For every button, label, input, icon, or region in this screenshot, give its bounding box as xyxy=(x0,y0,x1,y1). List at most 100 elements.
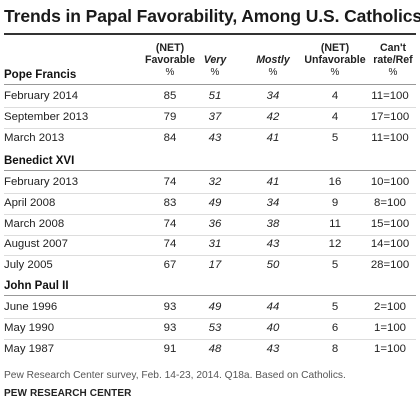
table-row: June 1996 93 49 44 5 2=100 xyxy=(4,301,416,317)
row-date: September 2013 xyxy=(4,111,89,123)
cell-unfavorable: 5 xyxy=(331,132,339,144)
cell-very: 48 xyxy=(208,343,222,355)
survey-note: Pew Research Center survey, Feb. 14-23, … xyxy=(4,370,346,381)
table-row: September 2013 79 37 42 4 17=100 xyxy=(4,111,416,127)
table-row: July 2005 67 17 50 5 28=100 xyxy=(4,259,416,275)
table-title: Trends in Papal Favorability, Among U.S.… xyxy=(4,6,420,26)
table-row: March 2013 84 43 41 5 11=100 xyxy=(4,132,416,148)
cell-cant-rate: 28=100 xyxy=(370,259,410,271)
row-divider xyxy=(4,128,416,129)
cell-very: 17 xyxy=(208,259,222,271)
cell-unfavorable: 5 xyxy=(331,259,339,271)
table-row: February 2013 74 32 41 16 10=100 xyxy=(4,176,416,192)
cell-mostly: 40 xyxy=(266,322,280,334)
cell-very: 49 xyxy=(208,301,222,313)
row-divider xyxy=(4,193,416,194)
cell-mostly: 43 xyxy=(266,238,280,250)
cell-cant-rate: 14=100 xyxy=(370,238,410,250)
header-favorable: (NET) Favorable % xyxy=(140,42,200,79)
cell-favorable: 67 xyxy=(163,259,177,271)
cell-cant-rate: 17=100 xyxy=(370,111,410,123)
header-unfavorable-line1: (NET) xyxy=(320,42,350,54)
group-title: Benedict XVI xyxy=(4,155,75,167)
source-credit: PEW RESEARCH CENTER xyxy=(4,388,132,399)
cell-unfavorable: 11 xyxy=(329,218,341,230)
header-unfavorable-line2: Unfavorable xyxy=(304,54,366,66)
cell-very: 36 xyxy=(208,218,222,230)
group-rule xyxy=(4,295,416,296)
cell-favorable: 91 xyxy=(163,343,177,355)
table-row: April 2008 83 49 34 9 8=100 xyxy=(4,197,416,213)
table-row: August 2007 74 31 43 12 14=100 xyxy=(4,238,416,254)
cell-very: 31 xyxy=(208,238,222,250)
cell-very: 53 xyxy=(208,322,222,334)
cell-unfavorable: 9 xyxy=(331,197,339,209)
cell-favorable: 74 xyxy=(163,218,177,230)
header-very: Very % xyxy=(200,42,230,79)
row-date: April 2008 xyxy=(4,197,56,209)
cell-favorable: 83 xyxy=(163,197,177,209)
cell-mostly: 41 xyxy=(266,176,280,188)
row-date: June 1996 xyxy=(4,301,58,313)
row-divider xyxy=(4,107,416,108)
cell-favorable: 85 xyxy=(163,90,177,102)
cell-mostly: 41 xyxy=(266,132,280,144)
header-very-pct: % xyxy=(210,67,220,78)
cell-very: 49 xyxy=(208,197,222,209)
row-divider xyxy=(4,214,416,215)
row-date: May 1990 xyxy=(4,322,55,334)
table-row: February 2014 85 51 34 4 11=100 xyxy=(4,90,416,106)
row-date: August 2007 xyxy=(4,238,68,250)
table-row: March 2008 74 36 38 11 15=100 xyxy=(4,218,416,234)
cell-cant-rate: 1=100 xyxy=(374,322,406,334)
cell-unfavorable: 8 xyxy=(331,343,339,355)
cell-mostly: 34 xyxy=(266,90,280,102)
cell-cant-rate: 11=100 xyxy=(371,132,409,144)
cell-unfavorable: 16 xyxy=(328,176,342,188)
header-very-label: Very xyxy=(203,54,227,66)
cell-very: 37 xyxy=(208,111,222,123)
cell-favorable: 93 xyxy=(163,322,177,334)
row-date: March 2008 xyxy=(4,218,65,230)
table-row: May 1990 93 53 40 6 1=100 xyxy=(4,322,416,338)
row-date: March 2013 xyxy=(4,132,65,144)
row-date: May 1987 xyxy=(4,343,55,355)
cell-favorable: 93 xyxy=(163,301,177,313)
cell-favorable: 79 xyxy=(163,111,177,123)
header-cant-rate: Can't rate/Ref % xyxy=(368,42,418,79)
cell-cant-rate: 10=100 xyxy=(370,176,410,188)
cell-mostly: 44 xyxy=(266,301,280,313)
cell-favorable: 84 xyxy=(163,132,177,144)
group-rule xyxy=(4,170,416,171)
group-rule xyxy=(4,84,416,85)
header-favorable-pct: % xyxy=(165,67,175,78)
row-divider xyxy=(4,318,416,319)
row-divider xyxy=(4,339,416,340)
cell-unfavorable: 6 xyxy=(331,322,339,334)
cell-cant-rate: 15=100 xyxy=(370,218,410,230)
header-mostly-label: Mostly xyxy=(256,54,290,66)
header-unfavorable-pct: % xyxy=(330,67,340,78)
cell-mostly: 38 xyxy=(266,218,280,230)
cell-unfavorable: 5 xyxy=(331,301,339,313)
group-title: John Paul II xyxy=(4,280,69,292)
group-title: Pope Francis xyxy=(4,69,77,81)
header-cant-rate-pct: % xyxy=(388,67,398,78)
row-date: February 2014 xyxy=(4,90,79,102)
header-unfavorable: (NET) Unfavorable % xyxy=(300,42,370,79)
cell-cant-rate: 1=100 xyxy=(374,343,406,355)
cell-mostly: 34 xyxy=(266,197,280,209)
header-cant-rate-line1: Can't xyxy=(379,42,407,54)
table-row: May 1987 91 48 43 8 1=100 xyxy=(4,343,416,359)
row-date: July 2005 xyxy=(4,259,53,271)
row-divider xyxy=(4,235,416,236)
cell-favorable: 74 xyxy=(163,176,177,188)
cell-favorable: 74 xyxy=(163,238,177,250)
header-favorable-line2: Favorable xyxy=(144,54,196,66)
header-mostly-pct: % xyxy=(268,67,278,78)
cell-very: 43 xyxy=(208,132,222,144)
header-favorable-line1: (NET) xyxy=(155,42,185,54)
cell-cant-rate: 2=100 xyxy=(374,301,406,313)
row-date: February 2013 xyxy=(4,176,79,188)
cell-unfavorable: 4 xyxy=(331,111,339,123)
